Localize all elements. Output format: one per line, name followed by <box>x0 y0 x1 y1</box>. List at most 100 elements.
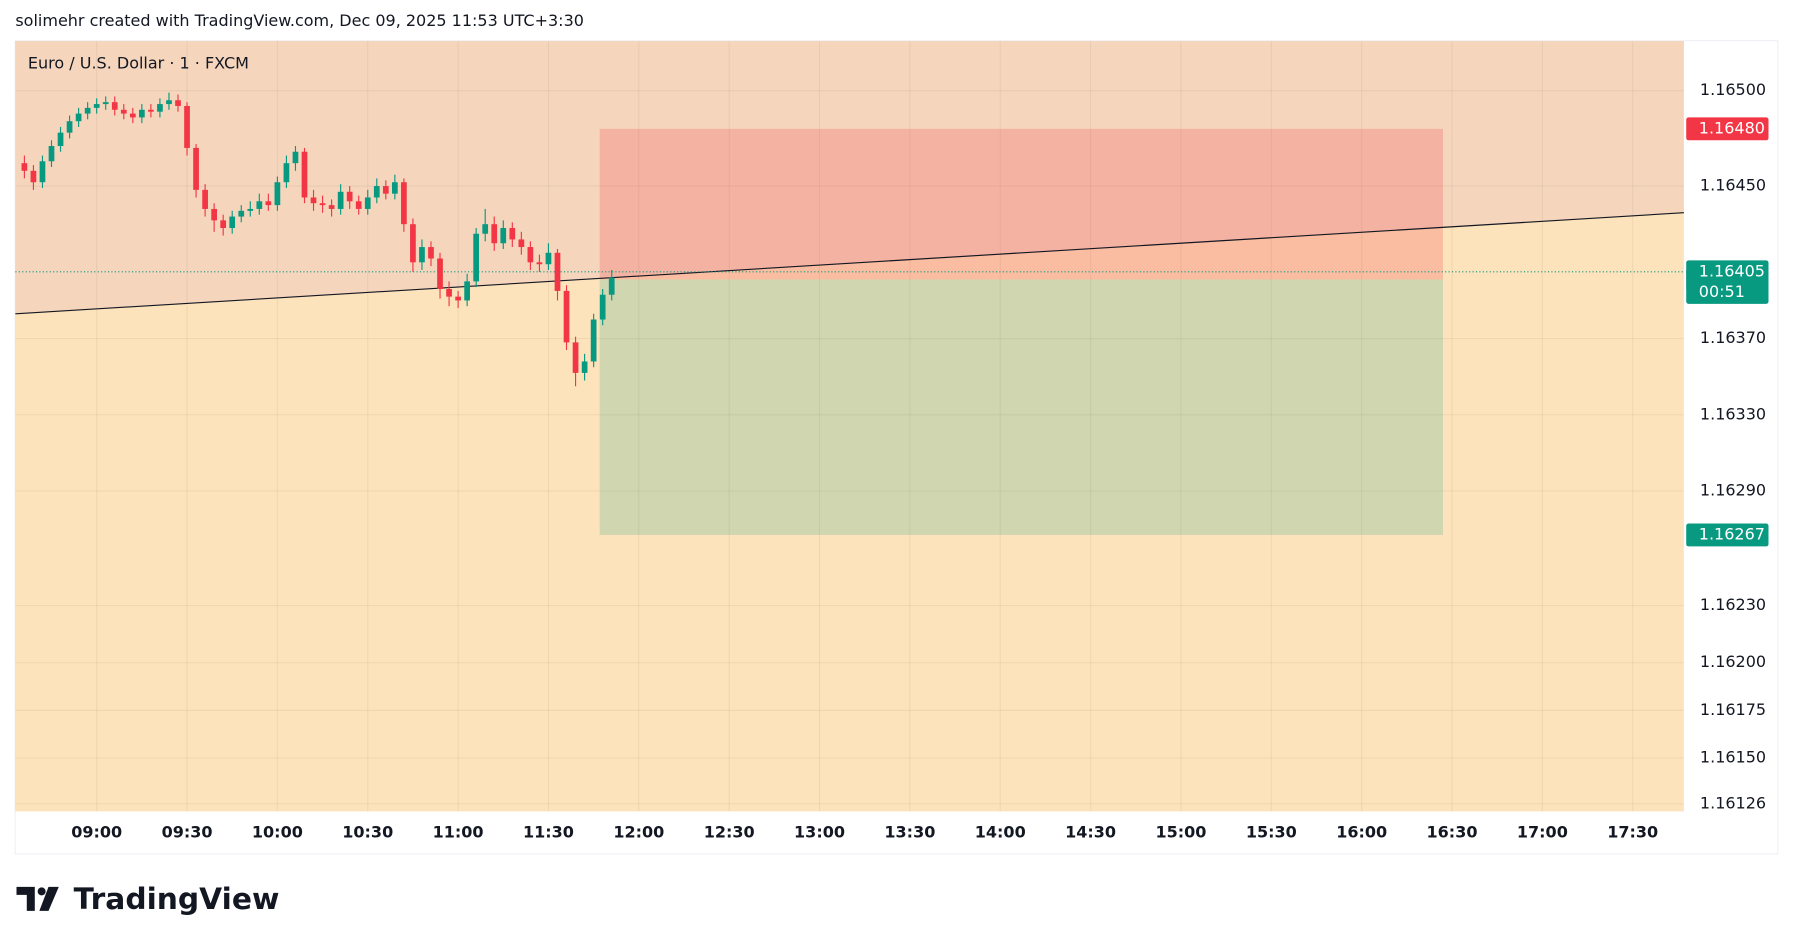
x-tick-label: 10:00 <box>252 823 303 842</box>
candle-body <box>446 289 452 297</box>
candle-body <box>148 109 154 112</box>
chart-title: Euro / U.S. Dollar · 1 · FXCM <box>28 53 249 72</box>
logo-mark <box>39 886 59 911</box>
x-tick-label: 17:00 <box>1517 823 1568 842</box>
candle-body <box>120 109 127 114</box>
y-tick-label: 1.16175 <box>1700 700 1766 719</box>
candle-body <box>518 239 525 248</box>
candle-body <box>536 262 543 265</box>
candle-body <box>608 277 615 295</box>
footer-logo: TradingView <box>74 882 280 917</box>
candle-body <box>346 191 353 202</box>
candle-body <box>482 224 489 234</box>
x-tick-label: 15:00 <box>1155 823 1206 842</box>
candle-body <box>48 146 55 162</box>
x-tick-label: 09:30 <box>162 823 213 842</box>
candle-body <box>211 208 217 221</box>
candle-body <box>57 132 64 147</box>
x-tick-label: 13:00 <box>794 823 845 842</box>
y-tick-label: 1.16330 <box>1700 404 1766 423</box>
candle-body <box>545 252 552 265</box>
x-tick-label: 15:30 <box>1246 823 1297 842</box>
candle-body <box>337 191 344 209</box>
x-tick-label: 16:30 <box>1427 823 1478 842</box>
candle-body <box>238 210 245 217</box>
candle-body <box>373 186 380 198</box>
candle-body <box>247 208 254 211</box>
x-tick-label: 12:00 <box>613 823 664 842</box>
price-tag <box>1686 260 1769 304</box>
candle-body <box>500 227 507 244</box>
candle-body <box>193 147 199 190</box>
candle-body <box>437 258 443 290</box>
candle-body <box>93 104 100 108</box>
candle-body <box>111 102 118 110</box>
y-tick-label: 1.16230 <box>1700 595 1766 614</box>
candle-body <box>75 113 82 122</box>
candle-body <box>328 205 335 209</box>
time-axis <box>15 811 1684 854</box>
y-tick-label: 1.16450 <box>1700 176 1766 195</box>
candle-body <box>129 113 136 118</box>
candle-body <box>184 105 190 148</box>
stop-zone <box>599 128 1443 280</box>
header: solimehr created with TradingView.com, D… <box>15 11 584 30</box>
candle-body <box>382 186 389 194</box>
x-tick-label: 14:00 <box>975 823 1026 842</box>
candle-body <box>310 197 317 204</box>
candle-body <box>401 182 407 225</box>
candle-body <box>364 197 371 209</box>
candle-body <box>166 100 172 105</box>
candle-body <box>391 182 398 194</box>
price-tag-label: 1.16405 <box>1699 261 1765 280</box>
candle-body <box>283 163 290 183</box>
candle-body <box>138 109 145 118</box>
candle-body <box>21 163 28 171</box>
x-tick-label: 17:30 <box>1607 823 1658 842</box>
candle-body <box>265 201 272 206</box>
candle-body <box>175 100 181 106</box>
countdown: 00:51 <box>1699 282 1745 301</box>
candle-body <box>554 252 561 291</box>
candle-body <box>410 224 416 263</box>
candle-body <box>473 233 480 282</box>
logo: TradingView <box>16 882 280 917</box>
candle-body <box>66 121 73 133</box>
price-tag <box>1686 523 1769 547</box>
candle-body <box>491 224 498 244</box>
candle-body <box>563 290 570 343</box>
price-tag-label: 1.16480 <box>1699 118 1765 137</box>
plot: 1.16500 1.16450 1.16370 1.16330 1.16290 1.162… <box>15 41 1778 854</box>
y-tick-label: 1.16126 <box>1700 793 1766 812</box>
price-tag-label: 1.16267 <box>1699 524 1765 543</box>
candle-body <box>428 247 434 259</box>
target-zone <box>599 279 1443 535</box>
x-tick-label: 10:30 <box>342 823 393 842</box>
candle-body <box>30 170 37 183</box>
zone-above <box>15 41 1684 314</box>
candle-body <box>319 203 326 206</box>
y-tick-label: 1.16370 <box>1700 328 1766 347</box>
logo-mark <box>16 886 35 911</box>
candle-body <box>301 151 308 198</box>
x-tick-label: 13:30 <box>884 823 935 842</box>
candle-body <box>292 151 299 164</box>
candle-body <box>581 361 588 373</box>
x-tick-label: 12:30 <box>704 823 755 842</box>
candle-body <box>527 247 534 263</box>
candle-body <box>84 107 91 114</box>
candle-body <box>39 161 46 183</box>
candle-body <box>464 281 470 301</box>
candle-body <box>202 189 208 209</box>
x-tick-label: 09:00 <box>71 823 122 842</box>
candle-body <box>572 342 579 373</box>
y-tick-label: 1.16290 <box>1700 481 1766 500</box>
trendline <box>15 212 1684 315</box>
y-tick-label: 1.16500 <box>1700 80 1766 99</box>
logo-mark <box>37 887 46 896</box>
x-tick-label: 14:30 <box>1065 823 1116 842</box>
y-tick-label: 1.16200 <box>1700 652 1766 671</box>
candle-body <box>599 294 606 320</box>
price-tag <box>1686 117 1769 141</box>
